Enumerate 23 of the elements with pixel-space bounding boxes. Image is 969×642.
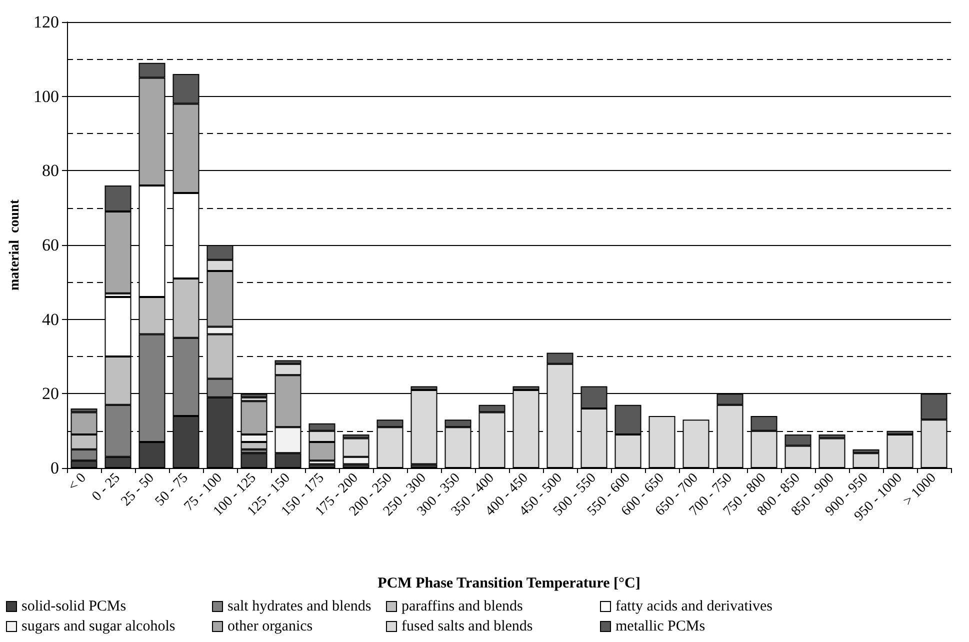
y-tick-label: 80: [42, 161, 59, 180]
legend-label: fatty acids and derivatives: [616, 598, 773, 614]
bar: [818, 438, 846, 468]
y-tick-label: 120: [34, 12, 59, 32]
legend-label: fused salts and blends: [402, 618, 533, 634]
legend-label: sugars and sugar alcohols: [22, 618, 176, 634]
legend-label: solid-solid PCMs: [22, 598, 126, 614]
legend-label: metallic PCMs: [616, 618, 706, 634]
bar: [852, 453, 880, 468]
bar: [308, 464, 336, 468]
y-tick-label: 0: [50, 458, 59, 478]
y-tick-label: 20: [42, 384, 59, 404]
y-tick-label: 100: [34, 86, 59, 106]
legend-label: paraffins and blends: [402, 598, 524, 614]
bar: [886, 434, 914, 468]
bar: [240, 453, 268, 468]
x-axis-title: PCM Phase Transition Temperature [°C]: [378, 576, 640, 592]
legend-label: salt hydrates and blends: [228, 598, 372, 614]
x-tick-label: < 0: [66, 470, 90, 494]
y-tick-label: 60: [42, 236, 59, 254]
legend-label: other organics: [228, 618, 313, 634]
y-axis-title: material count: [8, 199, 22, 290]
y-tick-label: 40: [42, 310, 59, 329]
